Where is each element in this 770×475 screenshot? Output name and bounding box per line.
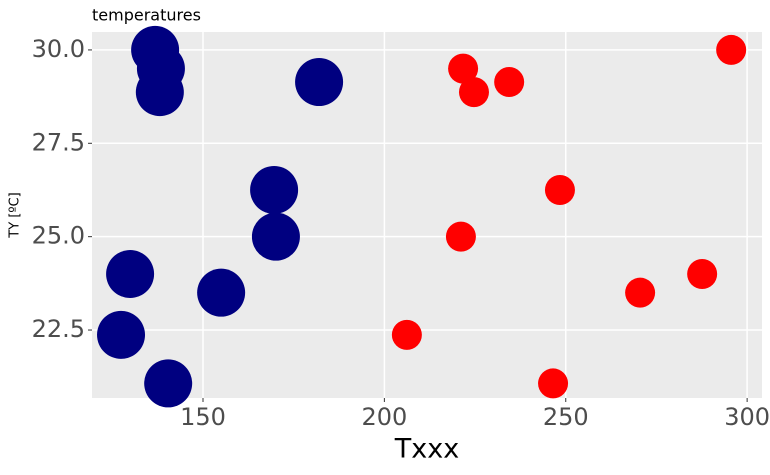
x-tick-label: 150 <box>180 403 226 431</box>
y-axis-label: TY [ºC] <box>8 192 23 238</box>
point <box>458 77 489 108</box>
point <box>445 221 476 252</box>
point <box>144 359 193 408</box>
x-axis-label: Txxx <box>394 434 459 465</box>
y-tick-label: 30.0 <box>32 35 85 63</box>
point <box>687 259 718 290</box>
point <box>494 67 525 98</box>
point <box>716 34 747 65</box>
x-tick-label: 250 <box>543 403 589 431</box>
point <box>625 277 656 308</box>
plot-panel <box>92 32 762 398</box>
point <box>251 212 300 261</box>
point <box>97 310 146 359</box>
x-tick-label: 200 <box>361 403 407 431</box>
x-tick-label: 300 <box>724 403 770 431</box>
y-tick-label: 22.5 <box>32 315 85 343</box>
point <box>544 174 575 205</box>
point <box>135 68 184 117</box>
point <box>538 368 569 399</box>
point <box>250 165 299 214</box>
y-tick-label: 27.5 <box>32 128 85 156</box>
y-tick-label: 25.0 <box>32 222 85 250</box>
point <box>391 319 422 350</box>
chart-title: temperatures <box>92 6 201 25</box>
point <box>197 268 246 317</box>
point <box>448 53 479 84</box>
point <box>106 250 155 299</box>
point <box>295 58 344 107</box>
